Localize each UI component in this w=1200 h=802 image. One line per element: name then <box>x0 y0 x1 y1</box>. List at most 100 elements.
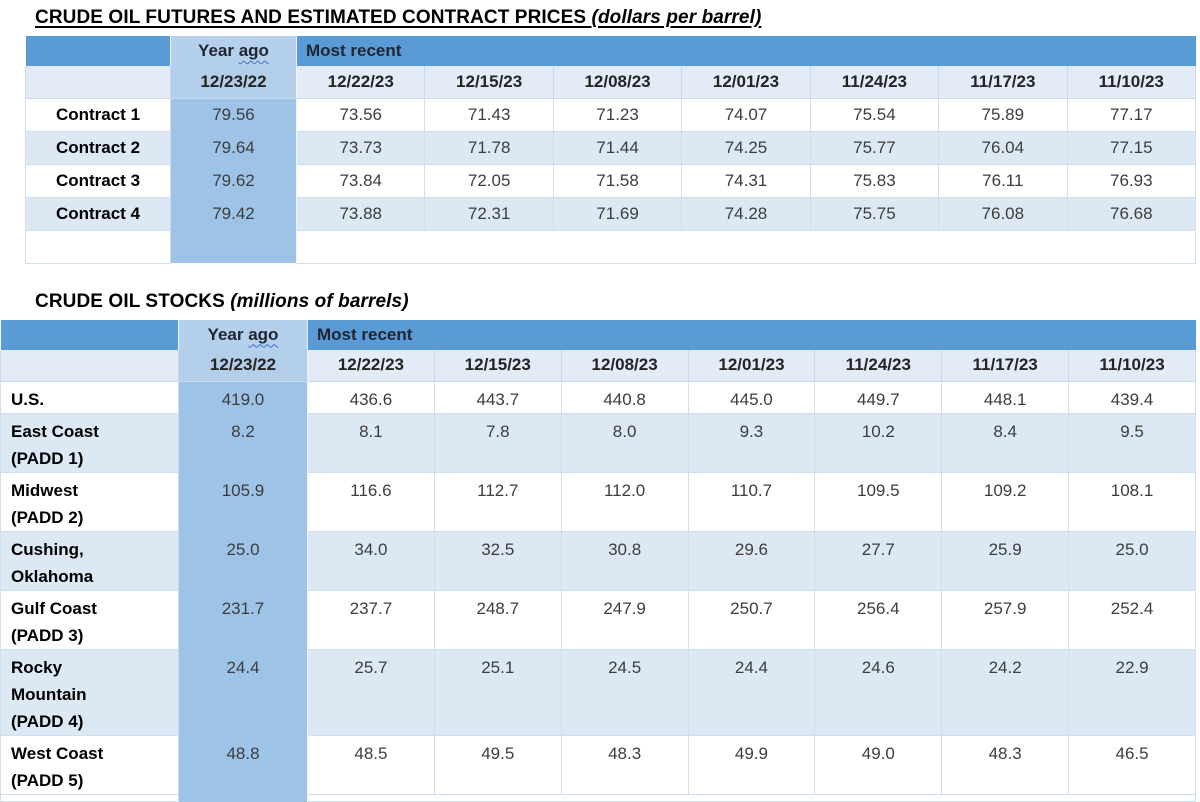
value-cell: 32.5 <box>434 532 561 591</box>
row-label: Rocky Mountain (PADD 4) <box>1 650 179 736</box>
value-cell: 49.9 <box>688 736 815 795</box>
value-cell: 27.7 <box>815 532 942 591</box>
date-column-header: 12/08/23 <box>553 66 681 98</box>
row-label: Cushing, Oklahoma <box>1 532 179 591</box>
value-cell: 73.73 <box>297 131 425 164</box>
date-column-header: 11/17/23 <box>939 66 1067 98</box>
value-cell: 71.44 <box>553 131 681 164</box>
value-cell: 75.83 <box>810 164 938 197</box>
row-label: U.S. <box>1 382 179 414</box>
date-column-header: 12/08/23 <box>561 350 688 382</box>
date-row-corner-cell <box>26 66 171 98</box>
value-cell: 8.4 <box>942 414 1069 473</box>
stocks-footer-strip <box>1 795 1196 802</box>
date-column-header: 11/10/23 <box>1067 66 1195 98</box>
value-cell: 49.5 <box>434 736 561 795</box>
value-cell: 25.9 <box>942 532 1069 591</box>
value-cell: 46.5 <box>1069 736 1196 795</box>
header-corner-cell <box>26 36 171 66</box>
value-cell: 71.69 <box>553 197 681 230</box>
value-cell: 76.04 <box>939 131 1067 164</box>
footer-cell <box>26 230 171 263</box>
value-cell: 445.0 <box>688 382 815 414</box>
date-column-header: 12/22/23 <box>297 66 425 98</box>
row-label: West Coast (PADD 5) <box>1 736 179 795</box>
date-column-header: 11/24/23 <box>810 66 938 98</box>
stocks-header-band: Year ago Most recent <box>1 320 1196 350</box>
value-cell: 76.11 <box>939 164 1067 197</box>
value-cell: 256.4 <box>815 591 942 650</box>
value-cell: 248.7 <box>434 591 561 650</box>
value-cell: 77.17 <box>1067 98 1195 131</box>
value-cell: 250.7 <box>688 591 815 650</box>
year-ago-value-cell: 24.4 <box>179 650 308 736</box>
value-cell: 73.84 <box>297 164 425 197</box>
value-cell: 30.8 <box>561 532 688 591</box>
value-cell: 443.7 <box>434 382 561 414</box>
value-cell: 109.2 <box>942 473 1069 532</box>
value-cell: 76.68 <box>1067 197 1195 230</box>
value-cell: 76.93 <box>1067 164 1195 197</box>
footer-cell <box>1 795 179 802</box>
value-cell: 8.0 <box>561 414 688 473</box>
value-cell: 29.6 <box>688 532 815 591</box>
value-cell: 112.0 <box>561 473 688 532</box>
value-cell: 25.1 <box>434 650 561 736</box>
value-cell: 24.4 <box>688 650 815 736</box>
value-cell: 48.3 <box>942 736 1069 795</box>
value-cell: 72.05 <box>425 164 553 197</box>
value-cell: 9.3 <box>688 414 815 473</box>
value-cell: 72.31 <box>425 197 553 230</box>
value-cell: 71.23 <box>553 98 681 131</box>
value-cell: 252.4 <box>1069 591 1196 650</box>
year-ago-value-cell: 231.7 <box>179 591 308 650</box>
value-cell: 77.15 <box>1067 131 1195 164</box>
value-cell: 436.6 <box>308 382 435 414</box>
year-ago-value-cell: 48.8 <box>179 736 308 795</box>
row-label: Contract 2 <box>26 131 171 164</box>
value-cell: 110.7 <box>688 473 815 532</box>
date-column-header: 12/23/22 <box>179 350 308 382</box>
date-column-header: 11/24/23 <box>815 350 942 382</box>
date-column-header: 12/23/22 <box>171 66 297 98</box>
stocks-title: CRUDE OIL STOCKS (millions of barrels) <box>35 291 1200 313</box>
header-corner-cell <box>1 320 179 350</box>
value-cell: 25.7 <box>308 650 435 736</box>
row-label: Midwest (PADD 2) <box>1 473 179 532</box>
value-cell: 439.4 <box>1069 382 1196 414</box>
stocks-title-text: CRUDE OIL STOCKS <box>35 291 230 312</box>
date-column-header: 12/01/23 <box>688 350 815 382</box>
year-ago-label-squiggle: ago <box>239 41 269 60</box>
footer-year-ago-cell <box>179 795 308 802</box>
year-ago-value-cell: 79.64 <box>171 131 297 164</box>
value-cell: 108.1 <box>1069 473 1196 532</box>
row-label: Contract 1 <box>26 98 171 131</box>
value-cell: 71.43 <box>425 98 553 131</box>
year-ago-header-cell: Year ago <box>179 320 308 350</box>
date-column-header: 12/15/23 <box>425 66 553 98</box>
date-column-header: 12/15/23 <box>434 350 561 382</box>
row-label: East Coast (PADD 1) <box>1 414 179 473</box>
value-cell: 74.07 <box>682 98 810 131</box>
value-cell: 71.58 <box>553 164 681 197</box>
futures-title: CRUDE OIL FUTURES AND ESTIMATED CONTRACT… <box>35 7 1200 29</box>
year-ago-value-cell: 25.0 <box>179 532 308 591</box>
value-cell: 448.1 <box>942 382 1069 414</box>
value-cell: 25.0 <box>1069 532 1196 591</box>
value-cell: 449.7 <box>815 382 942 414</box>
year-ago-value-cell: 419.0 <box>179 382 308 414</box>
year-ago-label: Year <box>208 325 249 344</box>
row-label: Contract 4 <box>26 197 171 230</box>
value-cell: 49.0 <box>815 736 942 795</box>
date-column-header: 11/10/23 <box>1069 350 1196 382</box>
row-label: Gulf Coast (PADD 3) <box>1 591 179 650</box>
